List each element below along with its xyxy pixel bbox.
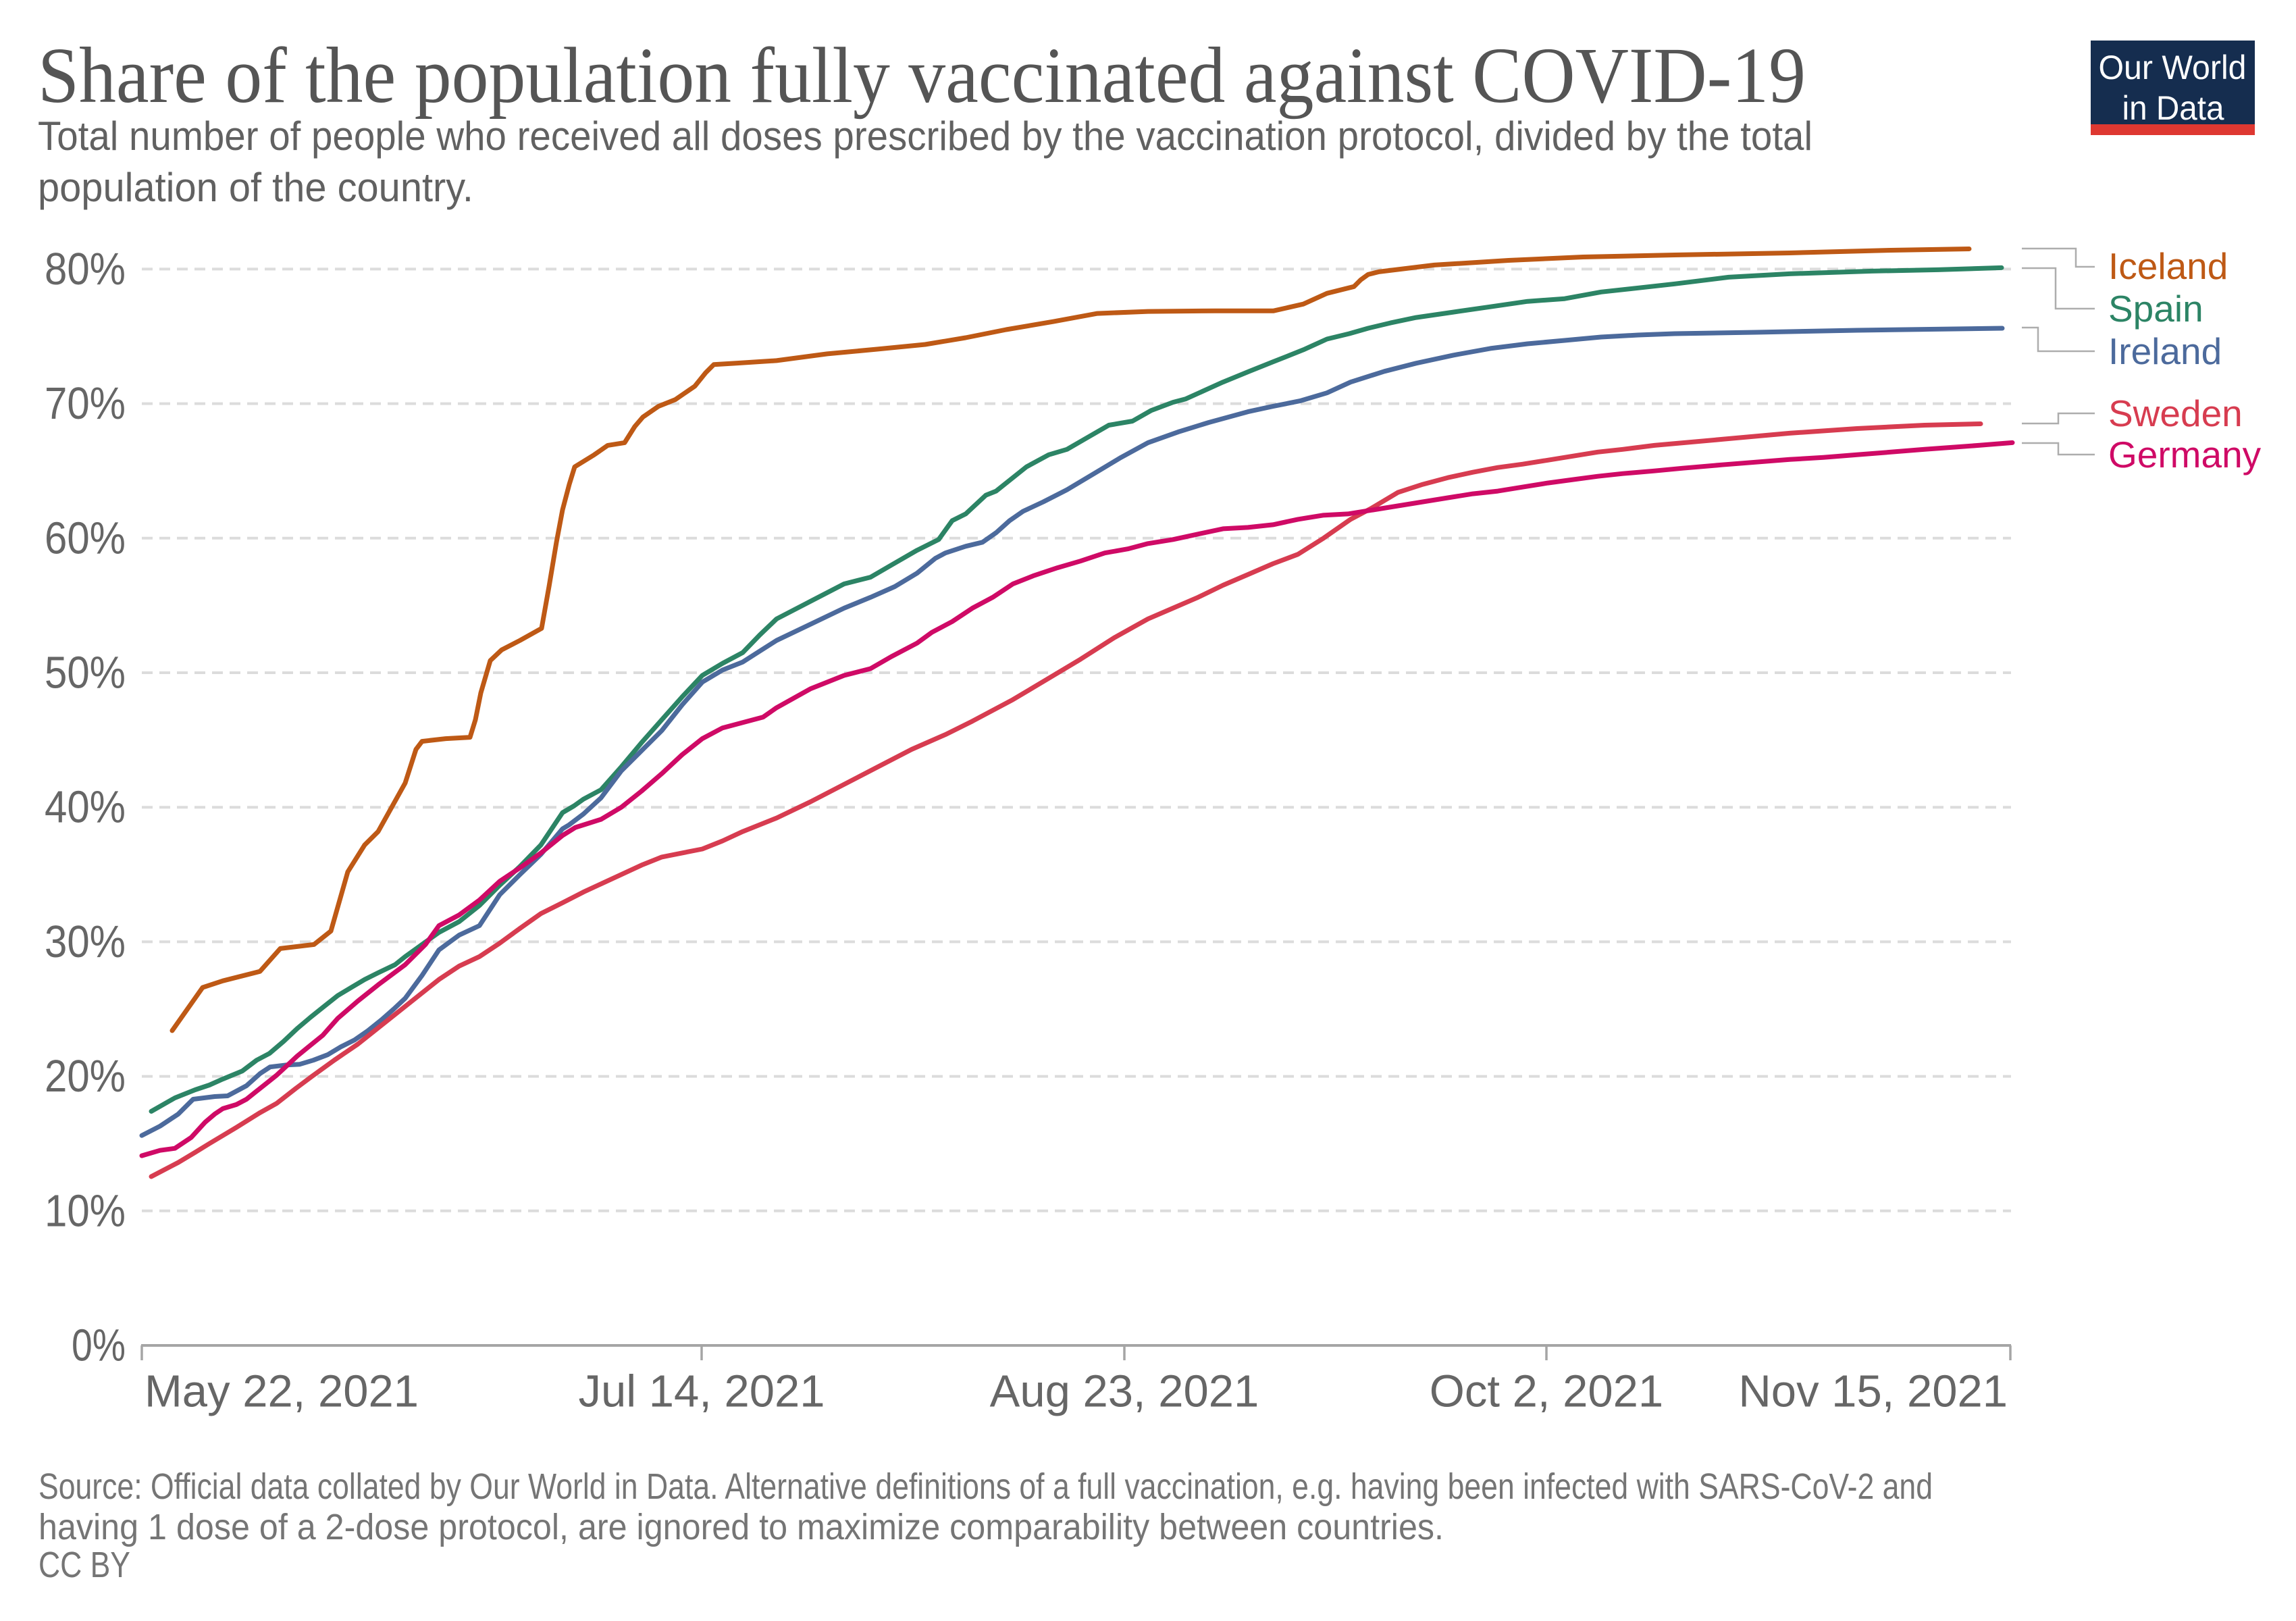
svg-text:70%: 70% bbox=[45, 378, 126, 429]
svg-text:May 22, 2021: May 22, 2021 bbox=[145, 1366, 419, 1417]
svg-text:Nov 15, 2021: Nov 15, 2021 bbox=[1738, 1366, 2008, 1417]
svg-text:Spain: Spain bbox=[2108, 288, 2203, 330]
svg-text:Sweden: Sweden bbox=[2108, 392, 2243, 434]
svg-text:Total number of people who rec: Total number of people who received all … bbox=[38, 113, 1812, 159]
svg-text:Germany: Germany bbox=[2108, 434, 2262, 475]
svg-text:0%: 0% bbox=[72, 1320, 126, 1371]
svg-text:Source: Official data collated: Source: Official data collated by Our Wo… bbox=[38, 1466, 1933, 1507]
svg-text:10%: 10% bbox=[45, 1185, 126, 1236]
svg-text:CC BY: CC BY bbox=[38, 1545, 130, 1585]
svg-text:30%: 30% bbox=[45, 917, 126, 967]
svg-text:Our World: Our World bbox=[2099, 49, 2247, 86]
svg-text:population of the country.: population of the country. bbox=[38, 165, 473, 210]
svg-text:60%: 60% bbox=[45, 513, 126, 563]
svg-text:Iceland: Iceland bbox=[2108, 245, 2228, 287]
svg-text:Aug 23, 2021: Aug 23, 2021 bbox=[990, 1366, 1259, 1417]
svg-text:Jul 14, 2021: Jul 14, 2021 bbox=[578, 1366, 825, 1417]
svg-text:having 1 dose of a 2-dose prot: having 1 dose of a 2-dose protocol, are … bbox=[38, 1507, 1444, 1547]
svg-text:40%: 40% bbox=[45, 782, 126, 833]
svg-text:80%: 80% bbox=[45, 244, 126, 294]
svg-text:in Data: in Data bbox=[2122, 89, 2224, 127]
svg-text:Ireland: Ireland bbox=[2108, 330, 2222, 372]
svg-text:20%: 20% bbox=[45, 1051, 126, 1102]
svg-text:50%: 50% bbox=[45, 648, 126, 698]
svg-text:Oct 2, 2021: Oct 2, 2021 bbox=[1430, 1366, 1663, 1417]
svg-text:Share of the population fully: Share of the population fully vaccinated… bbox=[38, 31, 1806, 120]
